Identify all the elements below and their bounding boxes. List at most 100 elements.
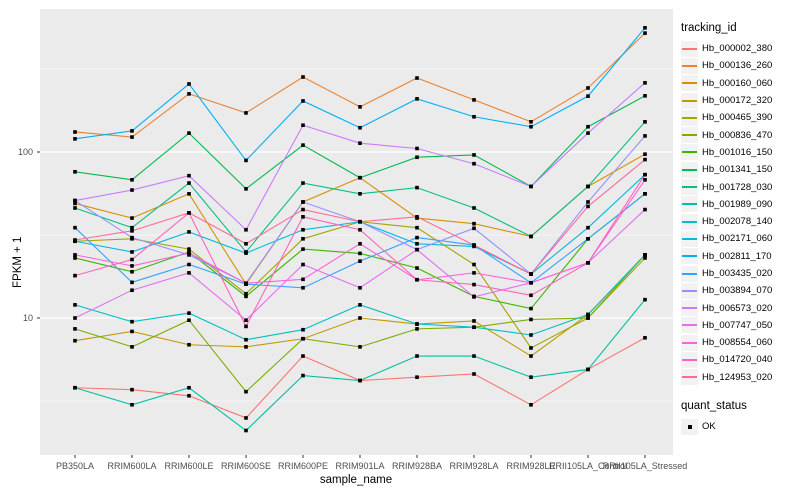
black-square-marker-icon	[687, 424, 692, 429]
data-point-marker	[586, 204, 590, 209]
legend-item-Hb_000836_470: Hb_000836_470	[681, 126, 799, 144]
legend-item-label: Hb_000136_260	[702, 60, 773, 72]
data-point-marker	[358, 227, 362, 232]
legend-title-tracking-id: tracking_id	[681, 22, 737, 34]
data-point-marker	[130, 402, 134, 407]
data-point-marker	[358, 378, 362, 383]
legend-item-label: Hb_001989_090	[702, 198, 773, 210]
legend-key-icon	[681, 57, 698, 74]
data-point-marker	[73, 303, 77, 307]
data-point-marker	[358, 303, 362, 307]
data-point-marker	[301, 75, 305, 79]
data-point-marker	[529, 333, 533, 337]
legend-key-icon	[681, 127, 698, 144]
legend-item-Hb_003894_070: Hb_003894_070	[681, 282, 799, 299]
legend-key-icon	[681, 317, 698, 334]
data-point-marker	[415, 155, 419, 160]
data-point-marker	[358, 316, 362, 320]
data-point-marker	[187, 131, 191, 135]
legend-line-swatch-icon	[682, 324, 697, 327]
data-point-marker	[472, 354, 476, 358]
data-point-marker	[130, 250, 134, 254]
data-point-marker	[244, 337, 248, 342]
data-point-marker	[529, 402, 533, 407]
legend-line-swatch-icon	[682, 116, 697, 119]
data-point-marker	[586, 312, 590, 317]
legend-key-icon	[681, 369, 698, 386]
data-point-marker	[73, 198, 77, 203]
data-point-marker	[301, 207, 305, 212]
data-point-marker	[73, 253, 77, 257]
data-point-marker	[244, 345, 248, 349]
legend-item-Hb_000136_260: Hb_000136_260	[681, 57, 799, 74]
data-point-marker	[529, 184, 533, 189]
x-tick-label-RRIM928LA: RRIM928LA	[449, 461, 499, 471]
data-point-marker	[415, 76, 419, 80]
data-point-marker	[529, 306, 533, 311]
legend-key-icon	[681, 282, 698, 299]
data-point-marker	[643, 192, 647, 196]
data-point-marker	[643, 94, 647, 98]
data-point-marker	[472, 226, 476, 231]
x-tick-label-PB350LA: PB350LA	[55, 461, 95, 471]
data-point-marker	[643, 297, 647, 302]
data-point-marker	[130, 235, 134, 240]
data-point-marker	[187, 82, 191, 86]
data-point-marker	[358, 251, 362, 256]
legend-item-label: Hb_002811_170	[702, 250, 772, 262]
data-point-marker	[187, 311, 191, 315]
legend-item-label: Hb_001341_150	[702, 164, 773, 176]
legend-item-label: Hb_008554_060	[702, 337, 773, 349]
legend-line-swatch-icon	[682, 307, 697, 310]
y-tick-label-100: 100	[17, 147, 33, 157]
legend-item-Hb_000160_060: Hb_000160_060	[681, 75, 799, 92]
tracking-id-legend-items: Hb_000002_380 Hb_000136_260 Hb_000160_060 H…	[681, 40, 799, 386]
legend-title-quant-status: quant_status	[681, 399, 747, 412]
data-point-marker	[643, 120, 647, 124]
data-point-marker	[415, 185, 419, 190]
legend-item-Hb_124953_020: Hb_124953_020	[681, 369, 799, 386]
x-tick-label-RRIM600LE: RRIM600LE	[164, 461, 214, 471]
data-point-marker	[472, 295, 476, 299]
data-point-marker	[301, 143, 305, 147]
data-point-marker	[529, 124, 533, 129]
data-point-marker	[301, 236, 305, 241]
legend-item-label: Hb_000002_380	[702, 43, 773, 55]
data-point-marker	[472, 325, 476, 330]
legend-item-Hb_000172_320: Hb_000172_320	[681, 92, 799, 109]
data-point-marker	[301, 286, 305, 290]
data-point-marker	[130, 257, 134, 262]
data-point-marker	[586, 316, 590, 320]
data-point-marker	[73, 137, 77, 141]
data-point-marker	[358, 192, 362, 196]
legend-item-label: Hb_002078_140	[702, 216, 773, 228]
data-point-marker	[73, 256, 77, 260]
data-point-marker	[472, 153, 476, 157]
data-point-marker	[301, 200, 305, 204]
legend-item-Hb_001016_150: Hb_001016_150	[681, 144, 799, 161]
x-tick-label-RRIM600SE: RRIM600SE	[220, 461, 272, 471]
data-point-marker	[586, 261, 590, 265]
legend-item-Hb_003435_020: Hb_003435_020	[681, 265, 799, 282]
data-point-marker	[472, 262, 476, 267]
data-point-marker	[73, 327, 77, 331]
data-point-marker	[244, 428, 248, 433]
legend-line-swatch-icon	[682, 99, 697, 102]
data-point-marker	[415, 327, 419, 331]
data-point-marker	[130, 188, 134, 192]
data-point-marker	[301, 99, 305, 103]
legend-key-icon	[681, 196, 698, 213]
x-tick-label-RRIM901LA: RRIM901LA	[335, 461, 385, 471]
data-point-marker	[643, 157, 647, 162]
data-point-marker	[244, 294, 248, 299]
data-point-marker	[73, 316, 77, 320]
data-point-marker	[472, 243, 476, 247]
legend-item-Hb_002811_170: Hb_002811_170	[681, 248, 799, 265]
data-point-marker	[415, 97, 419, 101]
data-point-marker	[187, 181, 191, 185]
data-point-marker	[130, 319, 134, 324]
data-point-marker	[529, 293, 533, 298]
data-point-marker	[187, 230, 191, 234]
legend-key-icon	[681, 334, 698, 351]
data-point-marker	[187, 342, 191, 347]
